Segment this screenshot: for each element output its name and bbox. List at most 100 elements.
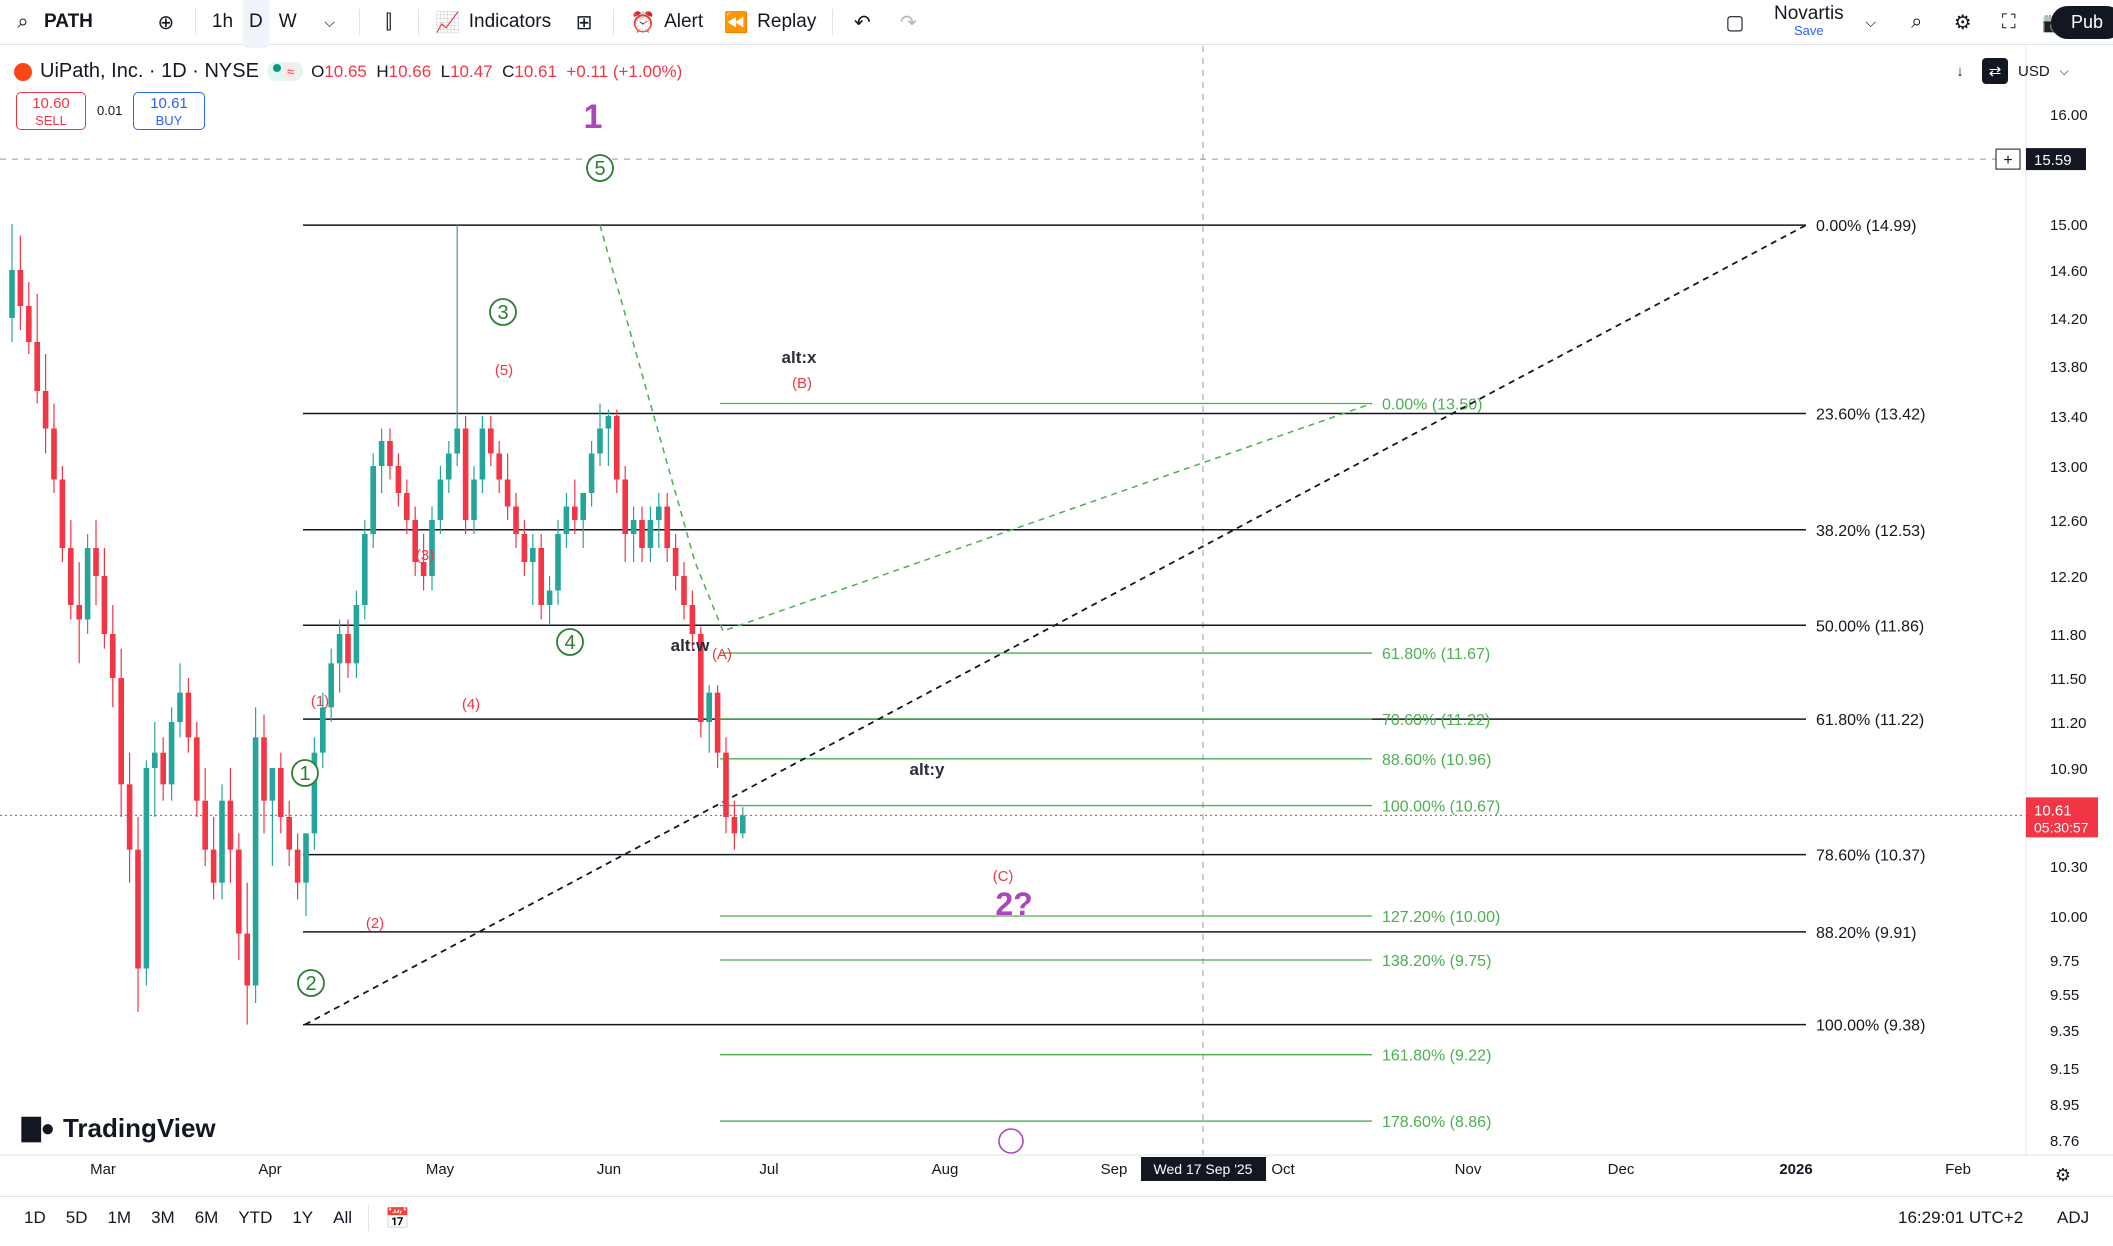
last-price: 10.61 bbox=[2034, 802, 2072, 819]
adj-toggle[interactable]: ADJ bbox=[2057, 1208, 2090, 1227]
price-tick: 9.55 bbox=[2050, 987, 2079, 1004]
price-tick: 14.20 bbox=[2050, 311, 2088, 328]
range-6m[interactable]: 6M bbox=[194, 1208, 219, 1227]
alert-label: Alert bbox=[664, 11, 704, 32]
fib-level-label: 78.60% (10.37) bbox=[1816, 848, 1925, 865]
settings-button[interactable]: ⚙ bbox=[1940, 0, 1986, 44]
candle-body bbox=[597, 428, 603, 454]
quick-search-button[interactable]: ⌕ bbox=[1894, 0, 1940, 44]
range-5d[interactable]: 5D bbox=[65, 1208, 88, 1227]
publish-button[interactable]: Pub bbox=[2050, 6, 2113, 39]
tv-logo-icon: ▇● bbox=[22, 1115, 55, 1142]
alert-button[interactable]: ⏰ Alert bbox=[620, 0, 713, 44]
price-tick: 10.30 bbox=[2050, 859, 2088, 876]
subwave-label: (C) bbox=[993, 868, 1014, 885]
buy-label: BUY bbox=[155, 113, 183, 128]
auto-scale-icon[interactable]: ⇄ bbox=[1982, 58, 2008, 84]
timeframe-d[interactable]: D bbox=[243, 0, 269, 48]
subwave-label: (5) bbox=[495, 362, 513, 379]
range-all[interactable]: All bbox=[333, 1208, 353, 1227]
fib-ext-label: 61.80% (11.67) bbox=[1382, 646, 1490, 663]
layout-selector[interactable]: ▢ Novartis Save ⌵ bbox=[1712, 0, 1894, 44]
gear-icon: ⚙ bbox=[1953, 11, 1972, 34]
candle-body bbox=[488, 428, 494, 454]
alarm-clock-icon: ⏰ bbox=[630, 11, 656, 34]
compare-button[interactable]: ⊕ bbox=[143, 0, 189, 44]
range-1m[interactable]: 1M bbox=[107, 1208, 132, 1227]
candle-body bbox=[17, 270, 24, 306]
candle-body bbox=[471, 479, 477, 520]
date-range-icon[interactable]: 📅 bbox=[385, 1207, 410, 1230]
timeframe-dropdown[interactable]: ⌵ bbox=[307, 0, 353, 44]
candle-body bbox=[521, 534, 528, 562]
range-1y[interactable]: 1Y bbox=[292, 1208, 314, 1227]
crosshair-date-bg bbox=[1141, 1157, 1266, 1181]
candle-body bbox=[51, 428, 57, 480]
candle-body bbox=[34, 342, 40, 391]
chevron-down-icon[interactable]: ⌵ bbox=[2059, 63, 2069, 78]
fib-ext-label: 70.60% (11.22) bbox=[1382, 712, 1490, 729]
time-tick: Dec bbox=[1608, 1161, 1635, 1178]
indicators-button[interactable]: 📈 Indicators bbox=[425, 0, 561, 44]
redo-icon: ↷ bbox=[899, 11, 917, 34]
wave-4-label-circle bbox=[556, 628, 584, 656]
chevron-down-icon: ⌵ bbox=[1865, 13, 1876, 30]
redo-button[interactable]: ↷ bbox=[885, 0, 931, 44]
candle-body bbox=[504, 479, 511, 507]
candle-body bbox=[723, 752, 729, 817]
wave-2-question-label: 2? bbox=[995, 886, 1032, 922]
subwave-label: (A) bbox=[712, 646, 732, 663]
arrow-down-icon[interactable]: ↓ bbox=[1956, 62, 1964, 80]
alt-wave-label: alt:w bbox=[671, 636, 711, 655]
price-tick: 14.60 bbox=[2050, 263, 2088, 280]
candle-body bbox=[580, 493, 586, 520]
candle-body bbox=[110, 634, 116, 678]
timeframe-w[interactable]: W bbox=[278, 11, 297, 32]
candle-body bbox=[84, 548, 91, 620]
candle-body bbox=[59, 479, 66, 548]
ohlc-values: O10.65 H10.66 L10.47 C10.61 +0.11 (+1.00… bbox=[311, 61, 683, 81]
range-3m[interactable]: 3M bbox=[151, 1208, 175, 1227]
range-1d[interactable]: 1D bbox=[24, 1208, 46, 1227]
undo-button[interactable]: ↶ bbox=[839, 0, 885, 44]
wave-1-major-label: 1 bbox=[584, 98, 603, 136]
price-tick: 10.00 bbox=[2050, 909, 2088, 926]
fullscreen-icon: ⛶ bbox=[2001, 10, 2016, 33]
templates-button[interactable]: ⊞ bbox=[561, 0, 607, 44]
chart-type-button[interactable]: ⫿ bbox=[366, 0, 412, 44]
wave-4-label: 4 bbox=[564, 632, 575, 654]
symbol-search[interactable]: ⌕ PATH bbox=[0, 0, 103, 44]
candle-body bbox=[656, 506, 662, 520]
wave-1-label: 1 bbox=[299, 763, 310, 785]
clock-label[interactable]: 16:29:01 UTC+2 bbox=[1898, 1208, 2024, 1227]
fib-ext-label: 127.20% (10.00) bbox=[1382, 909, 1500, 926]
candle-body bbox=[227, 800, 234, 850]
price-chart[interactable]: 0.00% (14.99) 23.60% (13.42) 38.20% (12.53… bbox=[0, 46, 2113, 1196]
candle-body bbox=[572, 506, 578, 520]
fib-trendline bbox=[304, 224, 1807, 1026]
candle-body bbox=[563, 506, 570, 534]
replay-button[interactable]: ⏪ Replay bbox=[713, 0, 826, 44]
candle-body bbox=[345, 634, 351, 664]
candle-body bbox=[194, 737, 200, 801]
time-tick: Jun bbox=[597, 1161, 621, 1178]
candle-body bbox=[353, 605, 360, 664]
layout-name: Novartis bbox=[1774, 3, 1844, 24]
spread-value: 0.01 bbox=[97, 103, 123, 118]
currency-label[interactable]: USD bbox=[2018, 62, 2050, 80]
fib-level-label: 100.00% (9.38) bbox=[1816, 1018, 1925, 1035]
candle-body bbox=[605, 416, 612, 429]
fib-ext-label: 100.00% (10.67) bbox=[1382, 799, 1500, 816]
range-ytd[interactable]: YTD bbox=[238, 1208, 273, 1227]
candle-body bbox=[101, 576, 108, 634]
candle-body bbox=[714, 692, 721, 753]
sell-button[interactable]: 10.60 SELL bbox=[16, 92, 86, 130]
price-tick: 12.20 bbox=[2050, 569, 2088, 586]
timeframe-1h[interactable]: 1h bbox=[211, 11, 234, 32]
price-tick: 11.50 bbox=[2050, 671, 2086, 688]
buy-button[interactable]: 10.61 BUY bbox=[133, 92, 205, 130]
time-tick: Mar bbox=[90, 1161, 116, 1178]
fullscreen-button[interactable]: ⛶ bbox=[1986, 0, 2032, 44]
legend-title[interactable]: UiPath, Inc. · 1D · NYSE bbox=[40, 60, 259, 82]
candle-body bbox=[278, 768, 284, 817]
